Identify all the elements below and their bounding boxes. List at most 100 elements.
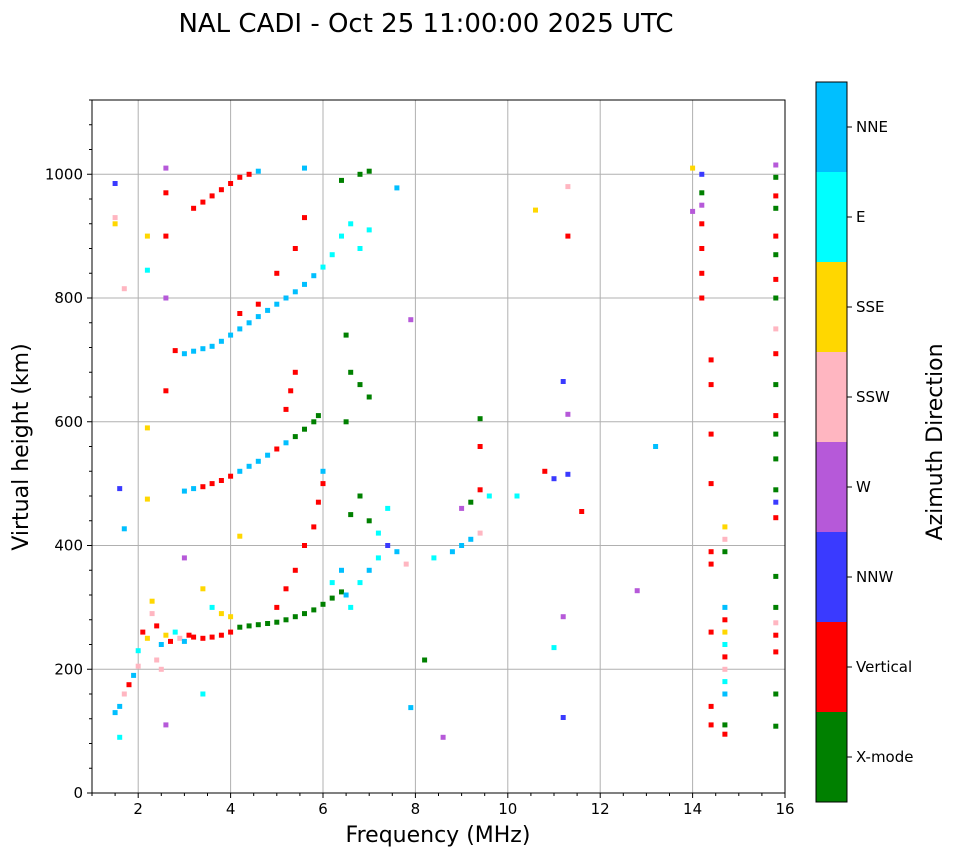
series-group <box>181 369 326 494</box>
echo-point <box>653 444 659 449</box>
echo-point <box>477 487 483 493</box>
echo-point <box>699 190 705 196</box>
echo-point <box>117 703 123 709</box>
x-axis-label: Frequency (MHz) <box>346 823 531 848</box>
echo-point <box>181 488 187 494</box>
y-tick-label: 800 <box>54 289 83 307</box>
echo-point <box>357 493 363 499</box>
echo-point <box>773 604 779 610</box>
echo-point <box>773 431 779 437</box>
echo-point <box>158 666 164 672</box>
echo-point <box>163 388 169 394</box>
echo-point <box>237 624 243 630</box>
echo-point <box>200 691 206 697</box>
echo-point <box>154 657 160 663</box>
echo-point <box>773 295 779 301</box>
colorbar-tick-label: E <box>856 208 865 226</box>
series-group <box>773 162 779 729</box>
echo-point <box>117 734 123 740</box>
echo-point <box>565 184 571 190</box>
echo-point <box>722 679 728 685</box>
echo-point <box>357 171 363 177</box>
echo-point <box>302 426 307 432</box>
echo-point <box>149 611 155 617</box>
x-tick-label: 4 <box>226 800 236 818</box>
echo-point <box>320 481 326 487</box>
echo-point <box>708 382 714 388</box>
echo-point <box>366 567 372 573</box>
echo-point <box>514 493 520 499</box>
echo-point <box>477 444 483 449</box>
echo-point <box>440 734 446 740</box>
echo-point <box>722 549 728 555</box>
echo-point <box>172 348 178 354</box>
colorbar-tick-label: SSE <box>856 298 885 316</box>
echo-point <box>773 351 779 357</box>
echo-point <box>773 162 779 168</box>
echo-point <box>722 691 728 697</box>
echo-point <box>255 168 261 174</box>
echo-point <box>154 623 160 629</box>
echo-point <box>218 478 224 483</box>
echo-point <box>255 301 261 307</box>
echo-point <box>449 549 455 555</box>
echo-point <box>348 221 354 227</box>
echo-point <box>292 289 298 295</box>
echo-point <box>375 555 381 561</box>
echo-point <box>191 634 197 640</box>
echo-point <box>343 332 349 338</box>
echo-point <box>121 691 127 697</box>
echo-point <box>690 208 696 214</box>
echo-point <box>311 607 317 613</box>
echo-point <box>237 311 243 316</box>
colorbar-segment <box>816 172 847 262</box>
echo-point <box>218 611 224 617</box>
y-tick-label: 200 <box>54 660 83 678</box>
echo-point <box>329 580 335 586</box>
echo-point <box>329 252 335 258</box>
echo-point <box>172 629 178 635</box>
echo-point <box>209 343 215 349</box>
echo-point <box>135 663 141 669</box>
echo-point <box>315 413 321 419</box>
echo-point <box>274 301 280 307</box>
colorbar-segment <box>816 262 847 352</box>
echo-point <box>385 543 391 548</box>
echo-point <box>191 486 197 492</box>
echo-point <box>477 416 483 422</box>
x-tick-label: 14 <box>683 800 702 818</box>
echo-point <box>699 295 705 301</box>
echo-point <box>565 411 571 417</box>
echo-point <box>708 549 714 555</box>
echo-point <box>366 518 372 524</box>
data-points <box>112 162 779 740</box>
echo-point <box>560 715 566 720</box>
echo-point <box>274 270 280 276</box>
echo-point <box>486 493 492 499</box>
echo-point <box>311 419 317 425</box>
echo-point <box>773 326 779 332</box>
echo-point <box>366 394 372 400</box>
echo-point <box>209 634 215 640</box>
echo-point <box>773 632 779 638</box>
echo-point <box>283 440 289 446</box>
echo-point <box>722 536 728 542</box>
series-group <box>191 586 344 641</box>
echo-point <box>274 604 280 610</box>
echo-point <box>283 295 289 301</box>
echo-point <box>699 270 705 276</box>
echo-point <box>228 473 234 479</box>
colorbar-tick-label: X-mode <box>856 748 913 766</box>
echo-point <box>218 632 224 638</box>
echo-point <box>329 595 335 601</box>
echo-point <box>320 264 326 270</box>
echo-point <box>163 722 169 728</box>
echo-point <box>422 657 428 663</box>
echo-point <box>343 419 349 425</box>
colorbar-segment <box>816 622 847 712</box>
echo-point <box>722 722 728 728</box>
y-axis-ticks: 0 200 400 600 800 1000 <box>45 99 92 802</box>
echo-point <box>302 543 307 548</box>
x-tick-label: 6 <box>318 800 328 818</box>
echo-point <box>311 524 317 530</box>
